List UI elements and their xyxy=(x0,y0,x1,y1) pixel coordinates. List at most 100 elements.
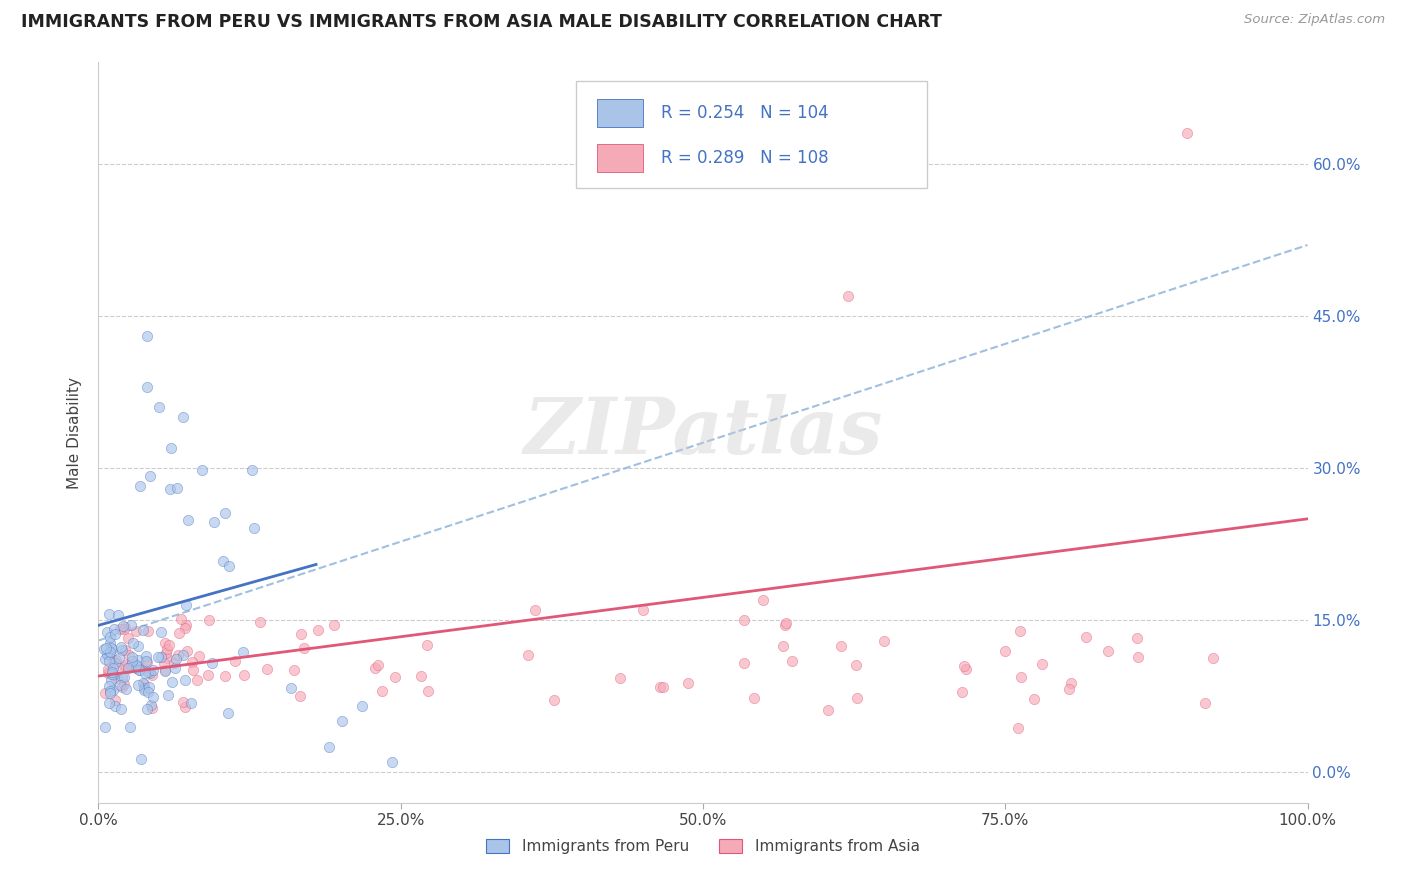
Immigrants from Peru xyxy=(160,441,183,455)
Immigrants from Peru xyxy=(117,660,139,674)
Immigrants from Peru xyxy=(127,652,149,666)
Immigrants from Peru xyxy=(159,482,181,496)
Immigrants from Asia xyxy=(733,656,755,670)
Immigrants from Asia xyxy=(955,662,977,676)
Text: IMMIGRANTS FROM PERU VS IMMIGRANTS FROM ASIA MALE DISABILITY CORRELATION CHART: IMMIGRANTS FROM PERU VS IMMIGRANTS FROM … xyxy=(21,13,942,31)
Immigrants from Peru xyxy=(135,380,157,394)
Immigrants from Peru xyxy=(134,666,156,681)
Immigrants from Asia xyxy=(837,289,859,303)
Immigrants from Asia xyxy=(166,648,188,662)
Immigrants from Asia xyxy=(307,623,329,637)
Immigrants from Peru xyxy=(212,554,235,568)
Immigrants from Asia xyxy=(174,621,197,635)
Immigrants from Asia xyxy=(364,661,387,675)
Immigrants from Asia xyxy=(845,691,868,706)
Immigrants from Peru xyxy=(97,647,120,661)
Immigrants from Peru xyxy=(214,506,236,520)
Immigrants from Peru xyxy=(142,663,165,677)
Immigrants from Asia xyxy=(1202,651,1225,665)
Immigrants from Peru xyxy=(129,752,152,766)
Immigrants from Peru xyxy=(101,661,124,675)
Immigrants from Asia xyxy=(775,616,797,631)
Immigrants from Asia xyxy=(290,627,312,641)
Immigrants from Asia xyxy=(214,669,236,683)
Immigrants from Peru xyxy=(104,656,127,670)
Immigrants from Asia xyxy=(125,624,148,638)
Immigrants from Asia xyxy=(197,613,219,627)
Y-axis label: Male Disability: Male Disability xyxy=(67,376,83,489)
Immigrants from Asia xyxy=(108,661,131,675)
Immigrants from Asia xyxy=(950,685,973,699)
Immigrants from Asia xyxy=(153,663,176,677)
Immigrants from Peru xyxy=(134,682,156,697)
Immigrants from Peru xyxy=(97,696,120,710)
Immigrants from Asia xyxy=(416,684,439,698)
Immigrants from Peru xyxy=(101,668,124,682)
Immigrants from Peru xyxy=(94,652,117,666)
Immigrants from Asia xyxy=(155,636,177,650)
Immigrants from Asia xyxy=(176,644,198,658)
Immigrants from Peru xyxy=(148,401,170,415)
Immigrants from Peru xyxy=(127,678,149,692)
Immigrants from Asia xyxy=(631,603,654,617)
Immigrants from Peru xyxy=(136,685,159,699)
Immigrants from Asia xyxy=(125,659,148,673)
Immigrants from Asia xyxy=(167,626,190,640)
Immigrants from Peru xyxy=(97,607,120,622)
Immigrants from Asia xyxy=(288,689,311,703)
Immigrants from Asia xyxy=(652,681,675,695)
Immigrants from Asia xyxy=(517,648,540,662)
Immigrants from Asia xyxy=(1126,649,1149,664)
Immigrants from Asia xyxy=(1194,696,1216,710)
Immigrants from Asia xyxy=(524,603,547,617)
Immigrants from Asia xyxy=(742,691,765,706)
Immigrants from Asia xyxy=(96,666,118,681)
Bar xyxy=(596,99,643,127)
Immigrants from Peru xyxy=(110,702,132,716)
Immigrants from Asia xyxy=(136,624,159,639)
Immigrants from Asia xyxy=(141,701,163,715)
Immigrants from Asia xyxy=(1074,630,1097,644)
Immigrants from Asia xyxy=(101,653,124,667)
Text: Source: ZipAtlas.com: Source: ZipAtlas.com xyxy=(1244,13,1385,27)
Immigrants from Peru xyxy=(160,675,183,690)
Immigrants from Peru xyxy=(125,661,148,675)
Immigrants from Peru xyxy=(103,622,125,636)
Immigrants from Asia xyxy=(97,665,120,680)
Immigrants from Peru xyxy=(177,513,200,527)
Immigrants from Asia xyxy=(323,618,346,632)
Immigrants from Asia xyxy=(114,660,136,674)
Immigrants from Asia xyxy=(773,617,796,632)
Immigrants from Asia xyxy=(772,640,794,654)
Immigrants from Peru xyxy=(240,463,263,477)
Immigrants from Asia xyxy=(129,659,152,673)
Immigrants from Asia xyxy=(156,642,179,657)
Immigrants from Peru xyxy=(135,701,157,715)
Immigrants from Asia xyxy=(181,663,204,677)
Immigrants from Peru xyxy=(142,690,165,705)
Immigrants from Asia xyxy=(197,668,219,682)
Immigrants from Peru xyxy=(120,617,142,632)
Immigrants from Peru xyxy=(100,645,122,659)
Immigrants from Asia xyxy=(1022,692,1045,706)
Immigrants from Asia xyxy=(112,658,135,673)
Immigrants from Asia xyxy=(256,662,278,676)
Immigrants from Peru xyxy=(180,696,202,710)
Immigrants from Peru xyxy=(100,640,122,655)
Immigrants from Asia xyxy=(676,676,699,690)
Immigrants from Peru xyxy=(166,481,188,495)
Immigrants from Peru xyxy=(138,468,160,483)
Immigrants from Peru xyxy=(101,665,124,680)
Immigrants from Peru xyxy=(104,698,127,713)
Immigrants from Peru xyxy=(330,714,353,729)
Immigrants from Asia xyxy=(224,654,246,668)
Immigrants from Asia xyxy=(384,670,406,684)
Immigrants from Asia xyxy=(112,622,135,636)
Immigrants from Asia xyxy=(817,703,839,717)
Immigrants from Asia xyxy=(180,655,202,669)
Immigrants from Asia xyxy=(953,658,976,673)
Immigrants from Peru xyxy=(190,462,212,476)
Immigrants from Peru xyxy=(108,651,131,665)
Immigrants from Peru xyxy=(136,665,159,680)
Immigrants from Asia xyxy=(1126,631,1149,645)
